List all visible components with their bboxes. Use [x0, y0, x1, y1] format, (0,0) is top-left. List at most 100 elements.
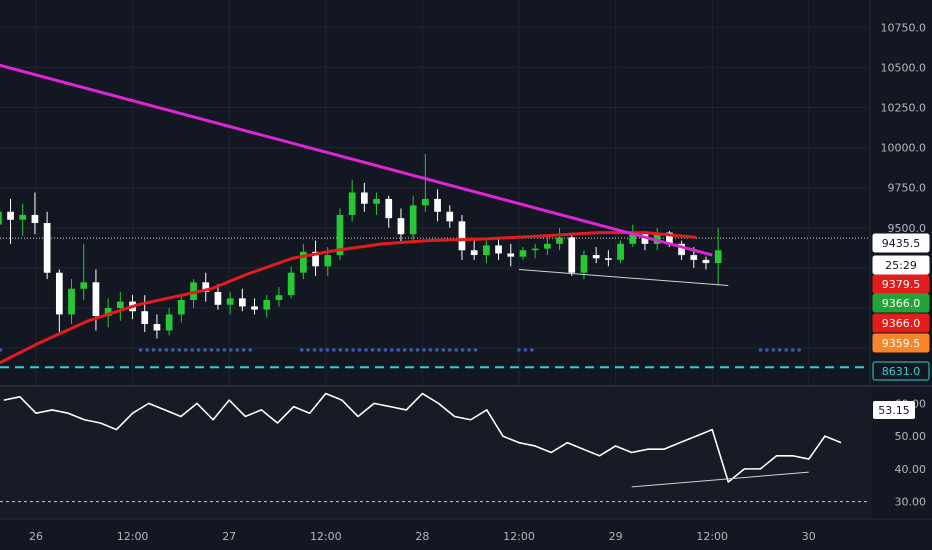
signal-dot — [517, 348, 521, 352]
price-badge: 9366.0 — [872, 313, 930, 333]
candle-down — [360, 192, 368, 204]
signal-dot — [332, 348, 336, 352]
signal-dot — [158, 348, 162, 352]
signal-dot — [771, 348, 776, 352]
time-tick-label: 12:00 — [696, 530, 728, 543]
candle-up — [263, 299, 271, 310]
candle-down — [55, 272, 63, 315]
signal-dot — [209, 348, 214, 352]
candle-down — [507, 253, 515, 257]
candle-down — [605, 258, 612, 260]
price-badge-label: 9435.5 — [882, 237, 921, 250]
candle-up — [519, 250, 527, 257]
time-tick-label: 26 — [29, 530, 43, 543]
candle-down — [92, 282, 100, 317]
price-tick-label: 10750.0 — [881, 21, 927, 34]
signal-dot — [164, 348, 169, 352]
signal-dot — [183, 348, 188, 352]
candle-down — [434, 198, 441, 212]
signal-dot — [312, 348, 317, 352]
price-badge-bg — [872, 233, 930, 253]
signal-dot — [138, 348, 143, 352]
signal-dot — [467, 348, 471, 352]
price-badge-label: 9379.5 — [882, 278, 921, 291]
signal-dot — [171, 348, 175, 352]
signal-dot — [778, 348, 782, 352]
candle-up — [177, 299, 185, 315]
price-badge-label: 25:29 — [885, 259, 917, 272]
price-badges: 9435.5 25:29 9379.5 9366.0 9366.0 9359.5 8631.… — [872, 233, 930, 419]
candle-up — [714, 250, 722, 264]
signal-dot — [415, 348, 420, 352]
price-badge-bg — [872, 361, 930, 381]
candle-up — [299, 251, 307, 273]
price-badge-bg — [872, 274, 930, 294]
candle-up — [116, 301, 124, 308]
signal-dot — [151, 348, 156, 352]
signal-dot — [460, 348, 465, 352]
candle-up — [19, 214, 27, 220]
price-tick-label: 10000.0 — [881, 142, 927, 155]
candle-down — [702, 259, 710, 264]
oscillator-badge-bg — [873, 401, 915, 419]
signal-dot — [784, 348, 789, 352]
price-badge: 8631.0 — [872, 361, 930, 381]
candle-up — [287, 272, 295, 296]
time-tick-label: 29 — [609, 530, 623, 543]
time-tick-label: 12:00 — [310, 530, 342, 543]
signal-dot — [422, 348, 426, 352]
price-badge-label: 8631.0 — [882, 365, 921, 378]
price-pane[interactable] — [0, 51, 870, 369]
signal-dot — [357, 348, 362, 352]
signal-dot — [441, 348, 446, 352]
signal-dot — [241, 348, 246, 352]
signal-dot — [344, 348, 349, 352]
price-badge: 9379.5 — [872, 274, 930, 294]
candle-down — [666, 232, 673, 244]
signal-dot — [447, 348, 452, 352]
price-badge-label: 9366.0 — [882, 317, 921, 330]
candle-down — [397, 218, 405, 235]
oscillator-support-line — [631, 471, 809, 488]
time-axis[interactable]: 26 12:00 27 12:00 28 12:00 29 12:00 30 — [29, 530, 816, 543]
signal-dot — [216, 348, 220, 352]
price-badge-bg — [872, 313, 930, 333]
candle-down — [251, 306, 258, 310]
signal-dot — [390, 348, 394, 352]
price-badge-label: 9359.5 — [882, 337, 921, 350]
candle-up — [226, 298, 234, 305]
oscillator-tick-label: 30.00 — [895, 496, 927, 509]
candle-down — [690, 255, 698, 260]
signal-dot — [248, 348, 252, 352]
descending-trendline — [0, 63, 713, 257]
candle-down — [458, 221, 466, 251]
candle-down — [568, 237, 576, 273]
signal-dot — [428, 348, 433, 352]
time-tick-label: 12:00 — [503, 530, 535, 543]
price-badge-bg — [872, 293, 930, 313]
signal-dot — [454, 348, 459, 352]
oscillator-pane[interactable] — [0, 387, 870, 518]
candle-up — [629, 234, 637, 244]
candle-up — [483, 245, 490, 256]
candle-up — [409, 205, 417, 235]
candle-up — [531, 248, 539, 251]
candle-up — [324, 255, 332, 267]
time-tick-label: 28 — [415, 530, 429, 543]
price-badge: 9359.5 — [872, 333, 930, 353]
candle-down — [43, 222, 51, 273]
signal-dot — [338, 348, 343, 352]
candle-down — [141, 311, 149, 325]
oscillator-tick-label: 50.00 — [895, 430, 927, 443]
candle-down — [641, 234, 649, 244]
price-badge: 25:29 — [872, 255, 930, 275]
candle-down — [312, 251, 319, 267]
candle-down — [446, 211, 454, 222]
price-badge-bg — [872, 255, 930, 275]
signal-dot — [435, 348, 439, 352]
signal-dot — [190, 348, 194, 352]
candle-up — [68, 288, 75, 315]
candle-up — [0, 211, 2, 225]
time-tick-label: 12:00 — [117, 530, 149, 543]
